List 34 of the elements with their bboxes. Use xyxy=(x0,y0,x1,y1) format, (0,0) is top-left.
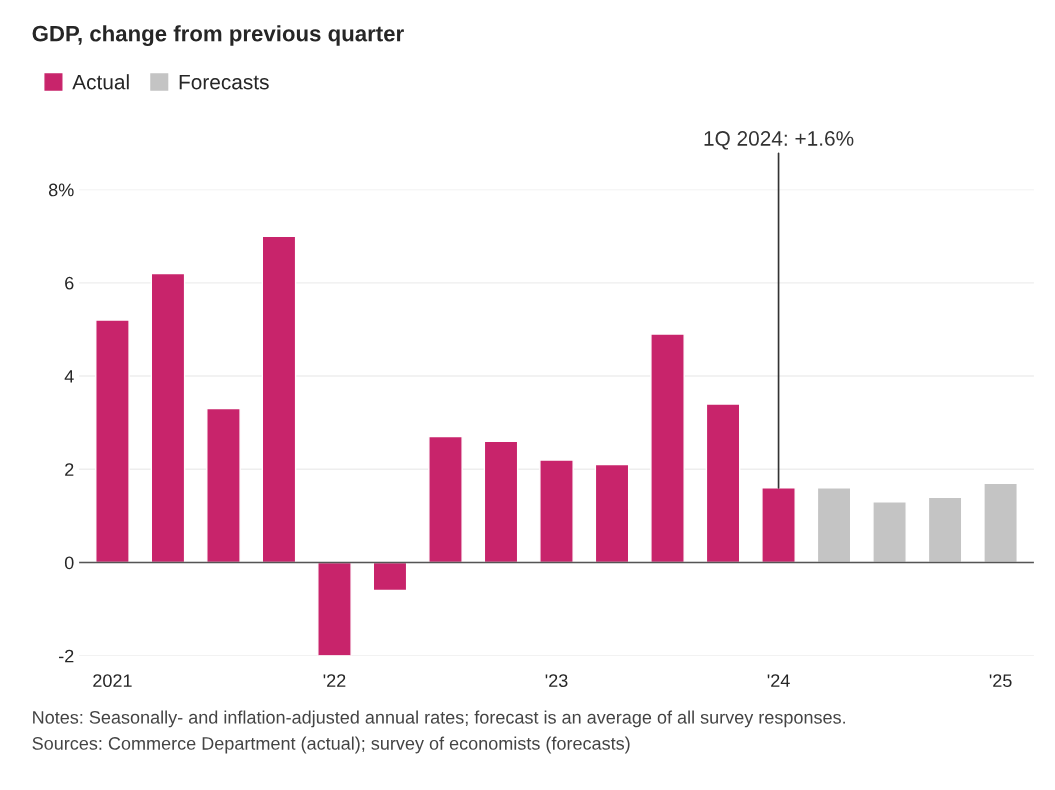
annotation: 1Q 2024: +1.6% xyxy=(704,131,854,150)
x-tick-label: '22 xyxy=(323,674,346,687)
text: Notes: Seasonally- and inflation-adjusted annual rates; forecast is an average of all survey responses. xyxy=(33,710,845,728)
bar xyxy=(150,272,186,564)
bar xyxy=(650,333,685,564)
bar xyxy=(539,459,574,564)
bar xyxy=(317,561,352,656)
bar xyxy=(705,403,741,564)
bar xyxy=(261,235,297,564)
bar xyxy=(95,319,130,564)
y-tick-label: 8% xyxy=(48,183,74,197)
legend-label: Actual xyxy=(72,74,129,90)
chart-title: GDP, change from previous quarter xyxy=(32,25,404,46)
bar xyxy=(428,435,463,564)
y-tick-label: 4 xyxy=(64,370,74,383)
bar xyxy=(372,561,408,592)
x-tick-label: '25 xyxy=(989,674,1012,688)
bar xyxy=(983,482,1018,564)
legend-label: Forecasts xyxy=(179,74,269,90)
x-tick-label: '24 xyxy=(767,674,790,687)
y-tick-label: 0 xyxy=(64,556,74,570)
bar xyxy=(816,487,852,564)
bar xyxy=(761,487,796,564)
bar xyxy=(483,440,519,564)
x-tick-label: 2021 xyxy=(93,674,132,688)
bar xyxy=(872,501,907,564)
y-tick-label: 6 xyxy=(65,276,74,290)
y-tick-label: -2 xyxy=(59,649,74,663)
y-tick-label: 2 xyxy=(65,463,74,476)
source-note: Sources: Commerce Department (actual); survey of economists (forecasts) xyxy=(32,736,630,754)
bar xyxy=(927,496,963,564)
x-tick-label: '23 xyxy=(545,674,568,688)
bar xyxy=(594,463,630,564)
bar xyxy=(206,407,241,564)
